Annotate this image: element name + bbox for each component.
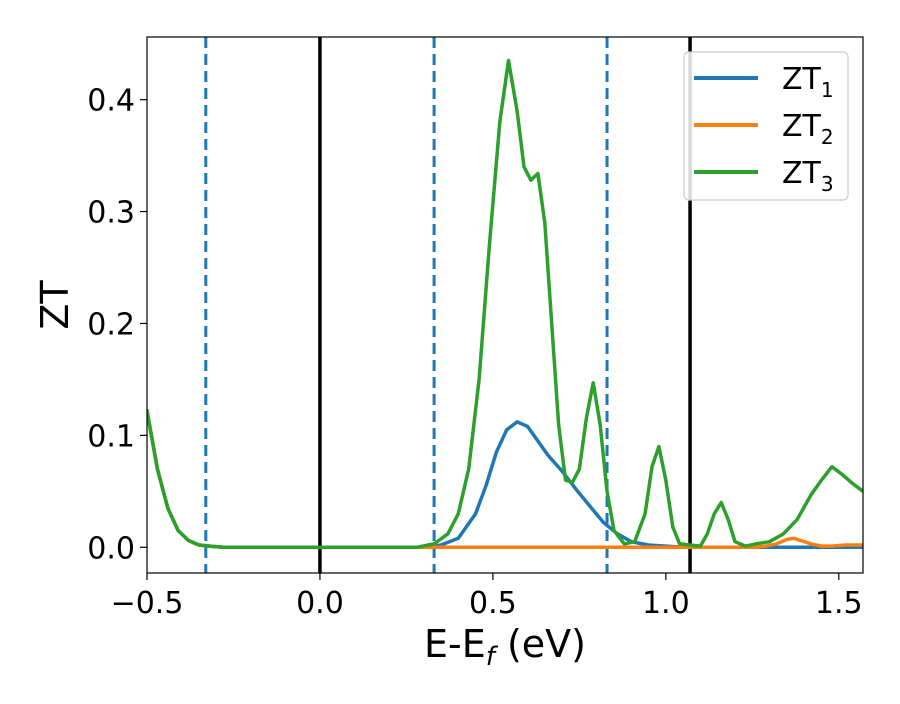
x-tick-label: −0.5 xyxy=(111,586,184,621)
series-line-1 xyxy=(147,408,863,550)
y-tick-label: 0.3 xyxy=(87,196,135,231)
legend: ZT1 ZT2 ZT3 xyxy=(683,51,849,201)
x-tick-label: 1.5 xyxy=(815,586,863,621)
y-axis-label: ZT xyxy=(33,280,77,330)
legend-label-3: ZT3 xyxy=(782,156,834,196)
legend-label-2: ZT2 xyxy=(782,109,834,149)
series-line-3 xyxy=(147,58,863,550)
y-tick-label: 0.4 xyxy=(87,84,135,119)
plot-frame xyxy=(146,36,864,574)
legend-box xyxy=(683,51,849,201)
x-axis-label: E-Ef (eV) xyxy=(424,622,586,672)
y-tick-label: 0.1 xyxy=(87,419,135,454)
legend-label-1: ZT1 xyxy=(782,62,834,102)
x-tick-label: 1.0 xyxy=(642,586,690,621)
y-tick-label: 0.2 xyxy=(87,307,135,342)
x-tick-label: 0.5 xyxy=(469,586,517,621)
x-tick-label: 0.0 xyxy=(296,586,344,621)
y-tick-label: 0.0 xyxy=(87,531,135,566)
